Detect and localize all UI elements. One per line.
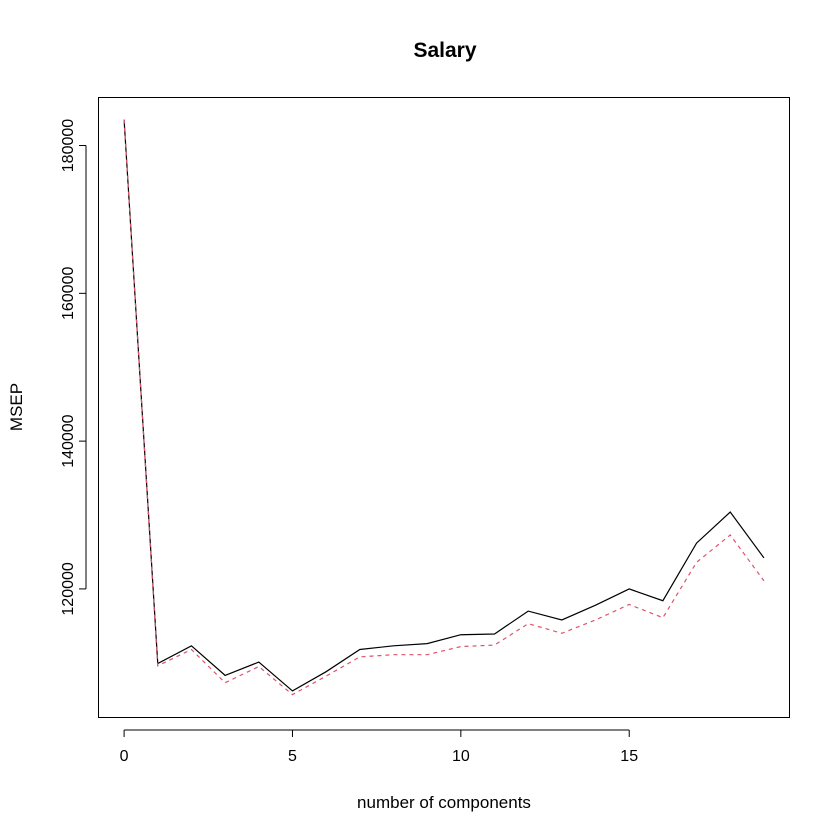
x-tick-label: 0 — [120, 748, 129, 765]
plot-frame — [98, 97, 790, 718]
x-tick-label: 5 — [288, 748, 297, 765]
x-axis: 0 5 10 15 — [120, 729, 638, 765]
series-line-1 — [123, 119, 765, 692]
x-tick-label: 10 — [452, 748, 470, 765]
y-tick-label: 120000 — [60, 562, 77, 615]
chart-title: Salary — [413, 39, 476, 62]
series-line-2 — [123, 119, 765, 696]
x-axis-label: number of components — [357, 793, 531, 812]
x-tick-label: 15 — [620, 748, 638, 765]
y-tick-label: 160000 — [60, 267, 77, 320]
y-axis: 120000 140000 160000 180000 — [60, 119, 87, 616]
y-tick-label: 140000 — [60, 414, 77, 467]
series-layer — [123, 119, 765, 696]
y-tick-label: 180000 — [60, 119, 77, 172]
y-axis-label: MSEP — [7, 383, 26, 431]
